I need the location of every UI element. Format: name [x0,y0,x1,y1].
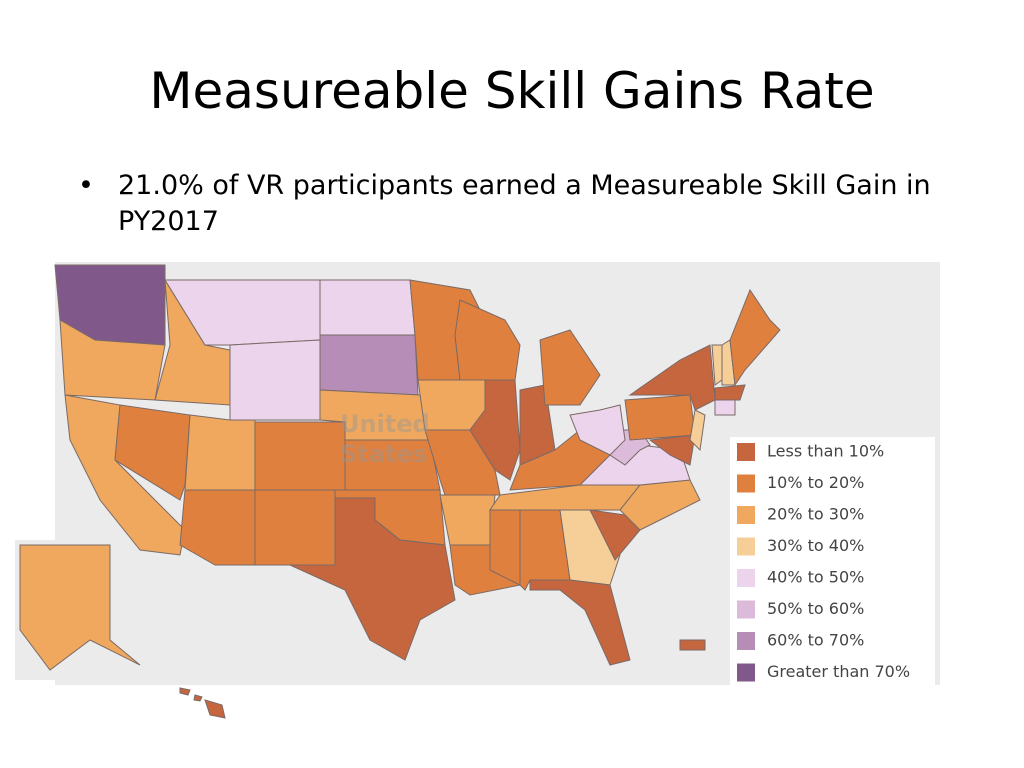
slide-title: Measureable Skill Gains Rate [149,62,875,120]
state [193,694,203,702]
map-label: United [340,410,430,438]
state [539,329,601,406]
legend-label: 30% to 40% [767,536,864,555]
state [179,489,256,566]
legend-swatch [737,506,755,524]
bullet-list: 21.0% of VR participants earned a Measur… [78,168,938,240]
state [19,544,141,671]
state [679,639,706,651]
legend-label: 10% to 20% [767,473,864,492]
state [729,288,781,387]
legend-label: 60% to 70% [767,631,864,650]
state [624,394,696,441]
state [569,404,626,456]
legend-swatch [737,632,755,650]
state [59,319,166,401]
state [469,379,521,481]
state [289,497,456,661]
legend-label: Less than 10% [767,442,884,461]
state [559,509,621,586]
state [254,421,346,491]
state [319,334,419,396]
state [648,434,696,466]
state [319,279,416,336]
state [179,687,191,696]
legend-label: 20% to 30% [767,505,864,524]
legend-box [730,437,935,689]
state [714,399,736,416]
legend-swatch [737,600,755,619]
state [714,384,746,401]
legend-label: 40% to 50% [767,568,864,587]
state [184,414,256,491]
legend-swatch [737,443,755,461]
legend-swatch [737,537,755,556]
legend-swatch [737,663,755,682]
map-label: States [340,440,427,468]
state [229,339,321,421]
state [254,489,336,566]
state [114,404,191,501]
state [529,579,631,666]
state [689,409,706,452]
legend-label: Greater than 70% [767,662,910,681]
legend-label: 50% to 60% [767,599,864,618]
state [439,494,496,546]
bullet: 21.0% of VR participants earned a Measur… [78,168,938,240]
legend-swatch [737,474,755,493]
state [204,699,226,719]
legend-swatch [737,569,755,587]
